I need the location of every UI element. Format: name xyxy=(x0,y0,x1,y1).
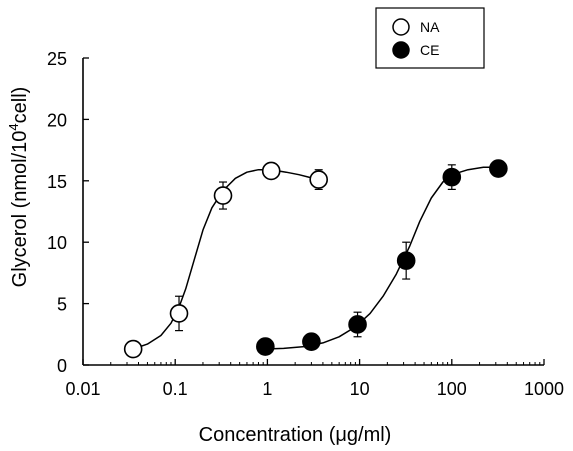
legend-marker-na xyxy=(392,18,410,36)
x-tick-label: 0.01 xyxy=(65,379,100,399)
y-tick-label: 20 xyxy=(47,110,67,130)
data-point-ce xyxy=(396,251,416,270)
y-tick-label: 5 xyxy=(57,295,67,315)
data-point-na xyxy=(169,304,189,323)
x-axis-label: Concentration (μg/ml) xyxy=(199,424,392,446)
axes xyxy=(82,58,544,366)
data-point-na xyxy=(123,339,143,359)
x-tick-label: 1 xyxy=(262,379,272,399)
y-tick-label: 25 xyxy=(47,49,67,69)
x-tick-label: 0.1 xyxy=(163,379,188,399)
data-point-na xyxy=(261,161,281,181)
fit-curve-ce xyxy=(265,166,499,350)
y-axis-label-sup: 4 xyxy=(6,123,21,130)
data-point-ce xyxy=(442,167,462,187)
legend-box xyxy=(375,7,485,69)
data-point-ce xyxy=(256,337,275,356)
data-point-na xyxy=(213,186,233,205)
data-point-ce xyxy=(302,332,321,351)
legend: NA CE xyxy=(375,7,485,69)
y-axis-label-tail: cell) xyxy=(9,87,31,124)
y-tick-label: 10 xyxy=(47,233,67,253)
legend-label-na: NA xyxy=(420,19,440,35)
data-points xyxy=(123,159,508,359)
fit-curves xyxy=(132,166,499,350)
y-axis-label-main: Glycerol (nmol/10 xyxy=(9,131,31,288)
y-ticks: 0 5 10 15 20 25 xyxy=(47,49,89,376)
data-point-ce xyxy=(348,315,367,334)
data-point-ce xyxy=(489,159,508,178)
y-tick-label: 15 xyxy=(47,172,67,192)
data-point-na xyxy=(309,170,328,189)
y-axis-label: Glycerol (nmol/104cell) xyxy=(6,87,31,288)
legend-label-ce: CE xyxy=(420,42,439,58)
x-tick-label: 1000 xyxy=(524,379,564,399)
x-tick-label: 100 xyxy=(437,379,467,399)
y-tick-label: 0 xyxy=(57,356,67,376)
x-tick-label: 10 xyxy=(350,379,370,399)
legend-marker-ce xyxy=(392,41,410,59)
x-ticks: 0.01 0.1 1 10 100 1000 xyxy=(65,359,564,399)
